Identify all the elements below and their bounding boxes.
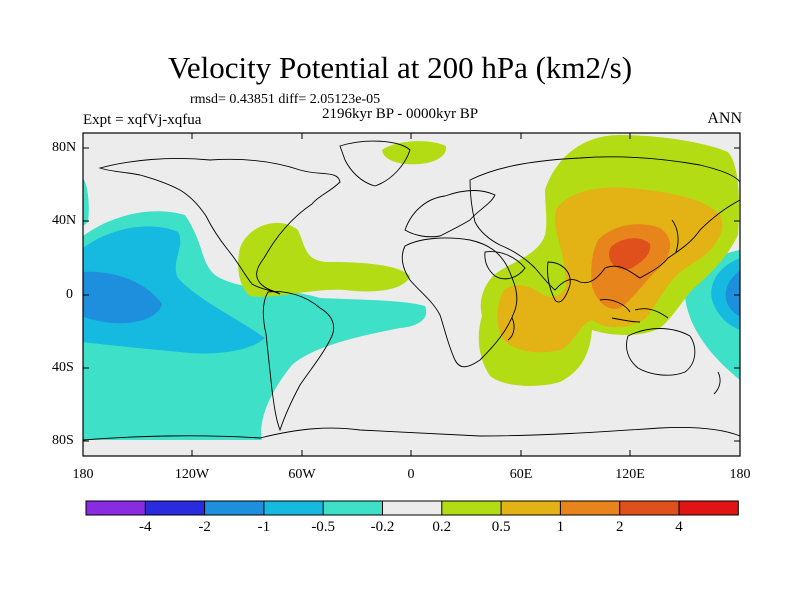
colorbar-label: -1 — [257, 519, 271, 535]
negative-region-east-core — [711, 258, 740, 330]
colorbar — [85, 500, 739, 516]
colorbar-label: 2 — [615, 519, 624, 535]
colorbar-label: -2 — [198, 519, 211, 535]
contour-field — [83, 133, 740, 456]
axis-ticks — [83, 133, 740, 456]
coastlines — [83, 140, 740, 441]
lon-label-120e: 120E — [615, 467, 645, 482]
colorbar-bin-11 — [679, 501, 739, 515]
colorbar-bin-2 — [145, 501, 205, 515]
lat-label-0: 0 — [66, 287, 73, 302]
lat-label-80s: 80S — [52, 433, 74, 448]
lon-label-180e: 180 — [729, 467, 751, 482]
map-title: Velocity Potential at 200 hPa (km2/s) — [167, 50, 633, 85]
period-label: 2196kyr BP - 0000kyr BP — [322, 106, 479, 122]
season-label: ANN — [707, 110, 742, 127]
colorbar-label: 0.5 — [491, 519, 511, 535]
lon-label-60w: 60W — [288, 467, 316, 482]
lat-label-40s: 40S — [52, 360, 74, 375]
colorbar-bin-1 — [86, 501, 146, 515]
negative-region-east-center — [725, 270, 740, 316]
colorbar-label: 1 — [556, 519, 565, 535]
lon-label-60e: 60E — [509, 467, 533, 482]
colorbar-bin-6 — [382, 501, 442, 515]
lon-label-180w: 180 — [72, 467, 94, 482]
positive-region-arctic — [382, 141, 447, 165]
colorbar-label: -0.2 — [370, 519, 395, 535]
lon-label-120w: 120W — [174, 467, 210, 482]
colorbar-label: 4 — [675, 519, 683, 535]
colorbar-bin-7 — [441, 501, 502, 515]
colorbar-label: -0.5 — [311, 519, 336, 535]
lon-label-0: 0 — [407, 467, 415, 482]
colorbar-label: 0.2 — [432, 519, 452, 535]
colorbar-bin-9 — [560, 501, 620, 515]
neutral-wedge-east — [724, 380, 740, 440]
positive-region-atlantic — [238, 222, 410, 297]
lat-label-80n: 80N — [52, 140, 77, 155]
negative-region-center — [83, 271, 162, 324]
colorbar-bin-10 — [619, 501, 679, 515]
colorbar-bin-4 — [263, 501, 324, 515]
stats-line: rmsd= 0.43851 diff= 2.05123e-05 — [190, 92, 381, 107]
colorbar-label: -4 — [139, 519, 152, 535]
negative-edge-west — [83, 178, 89, 226]
lat-label-40n: 40N — [52, 213, 77, 228]
colorbar-bin-5 — [323, 501, 383, 515]
positive-region-core — [608, 238, 651, 270]
colorbar-bin-3 — [204, 501, 264, 515]
experiment-label: Expt = xqfVj-xqfua — [83, 112, 202, 128]
colorbar-bin-8 — [501, 501, 561, 515]
